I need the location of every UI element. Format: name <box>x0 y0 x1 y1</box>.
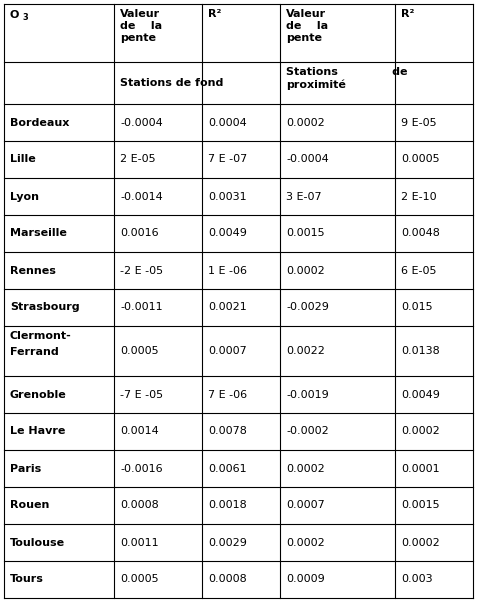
Text: 0.0022: 0.0022 <box>286 346 325 356</box>
Text: 0.0078: 0.0078 <box>208 427 247 436</box>
Text: Rouen: Rouen <box>10 501 49 510</box>
Text: 0.003: 0.003 <box>401 575 433 584</box>
Text: Toulouse: Toulouse <box>10 537 65 548</box>
Text: 0.0002: 0.0002 <box>401 537 440 548</box>
Text: 7 E -06: 7 E -06 <box>208 389 247 400</box>
Text: -0.0029: -0.0029 <box>286 302 329 313</box>
Text: 0.0002: 0.0002 <box>286 537 325 548</box>
Text: Valeur
de    la
pente: Valeur de la pente <box>286 9 328 43</box>
Text: 2 E-05: 2 E-05 <box>120 154 156 165</box>
Text: 0.0005: 0.0005 <box>120 346 158 356</box>
Text: 7 E -07: 7 E -07 <box>208 154 247 165</box>
Text: -0.0004: -0.0004 <box>120 118 163 127</box>
Text: Bordeaux: Bordeaux <box>10 118 70 127</box>
Text: 0.0005: 0.0005 <box>120 575 158 584</box>
Text: 0.0002: 0.0002 <box>286 463 325 474</box>
Text: Grenoble: Grenoble <box>10 389 67 400</box>
Text: 0.0015: 0.0015 <box>401 501 440 510</box>
Text: -0.0014: -0.0014 <box>120 192 163 201</box>
Text: 3 E-07: 3 E-07 <box>286 192 322 201</box>
Text: 0.0049: 0.0049 <box>208 228 247 239</box>
Text: -0.0011: -0.0011 <box>120 302 163 313</box>
Text: 0.0061: 0.0061 <box>208 463 247 474</box>
Text: 0.0001: 0.0001 <box>401 463 440 474</box>
Text: 0.0049: 0.0049 <box>401 389 440 400</box>
Text: Rennes: Rennes <box>10 266 56 275</box>
Text: Lyon: Lyon <box>10 192 39 201</box>
Text: -0.0019: -0.0019 <box>286 389 329 400</box>
Text: 0.0014: 0.0014 <box>120 427 159 436</box>
Text: Lille: Lille <box>10 154 36 165</box>
Text: 0.0021: 0.0021 <box>208 302 247 313</box>
Text: 0.0009: 0.0009 <box>286 575 325 584</box>
Text: 0.0048: 0.0048 <box>401 228 440 239</box>
Text: 0.0002: 0.0002 <box>286 118 325 127</box>
Text: 0.0031: 0.0031 <box>208 192 247 201</box>
Text: -2 E -05: -2 E -05 <box>120 266 163 275</box>
Text: Clermont-: Clermont- <box>10 331 72 341</box>
Text: 1 E -06: 1 E -06 <box>208 266 247 275</box>
Text: 9 E-05: 9 E-05 <box>401 118 437 127</box>
Text: 0.0007: 0.0007 <box>208 346 247 356</box>
Text: 0.0002: 0.0002 <box>286 266 325 275</box>
Text: -0.0004: -0.0004 <box>286 154 329 165</box>
Text: 3: 3 <box>22 13 28 22</box>
Text: 0.0138: 0.0138 <box>401 346 440 356</box>
Text: 0.0005: 0.0005 <box>401 154 440 165</box>
Text: Marseille: Marseille <box>10 228 67 239</box>
Text: 0.0007: 0.0007 <box>286 501 325 510</box>
Text: 2 E-10: 2 E-10 <box>401 192 437 201</box>
Text: 0.0015: 0.0015 <box>286 228 325 239</box>
Text: R²: R² <box>208 9 221 19</box>
Text: -7 E -05: -7 E -05 <box>120 389 163 400</box>
Text: 6 E-05: 6 E-05 <box>401 266 437 275</box>
Text: 0.015: 0.015 <box>401 302 433 313</box>
Text: Paris: Paris <box>10 463 41 474</box>
Text: 0.0008: 0.0008 <box>208 575 247 584</box>
Text: Stations de fond: Stations de fond <box>120 78 223 88</box>
Text: 0.0002: 0.0002 <box>401 427 440 436</box>
Text: O: O <box>10 10 19 20</box>
Text: Valeur
de    la
pente: Valeur de la pente <box>120 9 162 43</box>
Text: 0.0008: 0.0008 <box>120 501 159 510</box>
Text: R²: R² <box>401 9 414 19</box>
Text: 0.0016: 0.0016 <box>120 228 158 239</box>
Text: -0.0002: -0.0002 <box>286 427 329 436</box>
Text: Ferrand: Ferrand <box>10 347 59 357</box>
Text: Stations              de
proximité: Stations de proximité <box>286 67 408 90</box>
Text: Tours: Tours <box>10 575 44 584</box>
Text: -0.0016: -0.0016 <box>120 463 163 474</box>
Text: Strasbourg: Strasbourg <box>10 302 80 313</box>
Text: 0.0029: 0.0029 <box>208 537 247 548</box>
Text: 0.0018: 0.0018 <box>208 501 247 510</box>
Text: 0.0011: 0.0011 <box>120 537 158 548</box>
Text: Le Havre: Le Havre <box>10 427 65 436</box>
Text: 0.0004: 0.0004 <box>208 118 247 127</box>
